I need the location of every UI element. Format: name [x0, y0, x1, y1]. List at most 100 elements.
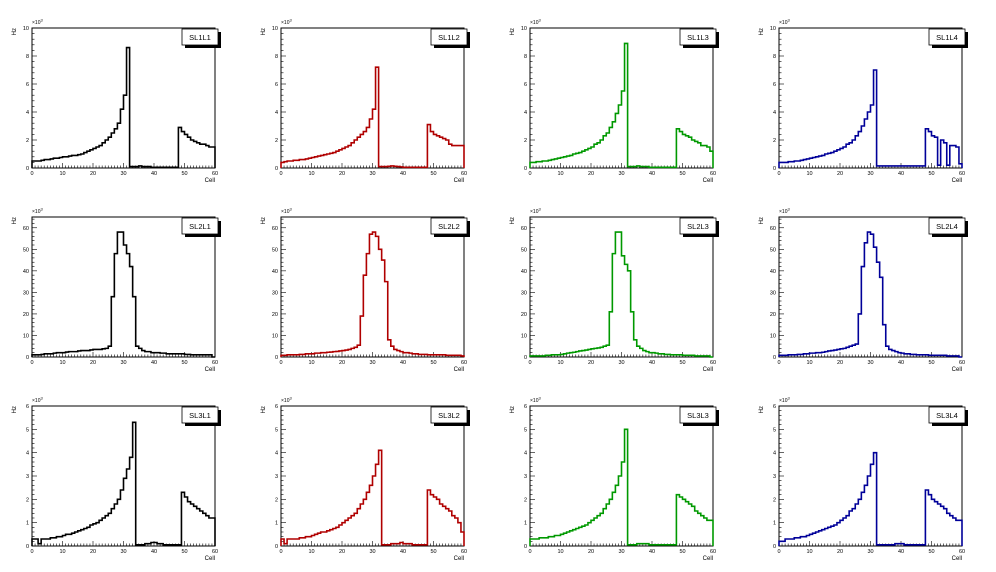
- x-tick-label: 50: [430, 171, 436, 177]
- y-exponent-base: ×10: [779, 20, 788, 26]
- x-tick-label: 20: [339, 549, 345, 555]
- y-tick-label: 60: [770, 226, 776, 232]
- y-exponent-label: ×103: [779, 18, 790, 27]
- y-axis-title: Hz: [510, 217, 516, 224]
- x-tick-label: 30: [120, 549, 126, 555]
- x-axis-title: Cell: [703, 367, 713, 373]
- y-tick-label: 0: [773, 544, 776, 550]
- x-axis-title: Cell: [205, 178, 215, 184]
- x-tick-label: 60: [212, 171, 218, 177]
- histogram-sl2l3: 0 10 20 30 40 50 60 0 10 20 30 40 50 60 ×103 Hz Cell SL2L…: [510, 207, 719, 373]
- y-tick-label: 6: [26, 404, 29, 410]
- y-tick-label: 4: [773, 451, 776, 457]
- x-tick-label: 50: [928, 171, 934, 177]
- y-tick-label: 50: [23, 247, 29, 253]
- y-tick-label: 3: [275, 474, 278, 480]
- x-tick-label: 0: [30, 171, 33, 177]
- y-tick-label: 60: [23, 226, 29, 232]
- y-exponent-base: ×10: [32, 20, 41, 26]
- y-tick-label: 2: [26, 497, 29, 503]
- x-axis-title: Cell: [952, 367, 962, 373]
- y-tick-label: 5: [26, 427, 29, 433]
- y-tick-label: 2: [26, 138, 29, 144]
- x-tick-label: 10: [59, 171, 65, 177]
- y-axis-title: Hz: [759, 406, 765, 413]
- y-tick-label: 1: [773, 521, 776, 527]
- histogram-line: [280, 449, 465, 546]
- y-tick-label: 6: [773, 82, 776, 88]
- title-box: [181, 217, 219, 235]
- x-tick-label: 20: [837, 171, 843, 177]
- y-tick-label: 5: [773, 427, 776, 433]
- y-exponent-base: ×10: [779, 398, 788, 404]
- y-tick-label: 10: [23, 333, 29, 339]
- y-tick-label: 6: [773, 404, 776, 410]
- y-axis-title: Hz: [510, 28, 516, 35]
- y-tick-label: 0: [524, 355, 527, 361]
- plot-frame: [778, 216, 963, 358]
- title-box: [679, 406, 717, 424]
- x-tick-label: 10: [59, 549, 65, 555]
- y-exponent-base: ×10: [281, 209, 290, 215]
- x-tick-label: 30: [618, 360, 624, 366]
- x-tick-label: 20: [588, 360, 594, 366]
- y-tick-label: 50: [521, 247, 527, 253]
- y-axis-title: Hz: [759, 28, 765, 35]
- y-exponent-label: ×103: [779, 396, 790, 405]
- y-tick-label: 20: [521, 312, 527, 318]
- y-tick-label: 50: [272, 247, 278, 253]
- y-axis-title: Hz: [12, 217, 18, 224]
- x-tick-label: 10: [806, 360, 812, 366]
- x-tick-label: 60: [212, 360, 218, 366]
- x-tick-label: 20: [837, 360, 843, 366]
- y-tick-label: 0: [773, 355, 776, 361]
- y-exponent-label: ×103: [281, 207, 292, 216]
- y-exponent-base: ×10: [530, 398, 539, 404]
- x-tick-label: 20: [90, 549, 96, 555]
- x-tick-label: 50: [928, 549, 934, 555]
- x-tick-label: 50: [430, 360, 436, 366]
- x-tick-label: 30: [369, 360, 375, 366]
- title-box: [928, 217, 966, 235]
- x-tick-label: 50: [181, 549, 187, 555]
- title-box: [430, 28, 468, 46]
- histogram-line: [778, 451, 963, 546]
- y-exponent-power: 3: [40, 207, 43, 212]
- y-tick-label: 4: [524, 451, 527, 457]
- x-tick-label: 20: [837, 549, 843, 555]
- y-tick-label: 20: [23, 312, 29, 318]
- x-tick-label: 40: [400, 360, 406, 366]
- x-tick-label: 20: [90, 171, 96, 177]
- y-tick-label: 6: [524, 404, 527, 410]
- histogram-line: [529, 428, 714, 546]
- y-tick-label: 6: [26, 82, 29, 88]
- x-axis-title: Cell: [703, 178, 713, 184]
- y-tick-label: 30: [23, 290, 29, 296]
- x-axis-title: Cell: [703, 556, 713, 562]
- y-tick-label: 2: [773, 138, 776, 144]
- y-tick-label: 10: [272, 333, 278, 339]
- y-tick-label: 40: [272, 269, 278, 275]
- histogram-line: [529, 42, 714, 169]
- histogram-line: [778, 231, 962, 358]
- y-exponent-power: 3: [40, 18, 43, 23]
- y-tick-label: 40: [770, 269, 776, 275]
- plot-frame: [778, 27, 963, 169]
- title-box: [430, 406, 468, 424]
- x-tick-label: 0: [528, 549, 531, 555]
- y-tick-label: 0: [26, 355, 29, 361]
- y-tick-label: 2: [773, 497, 776, 503]
- x-tick-label: 10: [59, 360, 65, 366]
- y-exponent-power: 3: [787, 207, 790, 212]
- y-exponent-label: ×103: [32, 18, 43, 27]
- y-tick-label: 2: [275, 138, 278, 144]
- x-tick-label: 10: [806, 549, 812, 555]
- histogram-sl2l2: 0 10 20 30 40 50 60 0 10 20 30 40 50 60 ×103 Hz Cell SL2L…: [261, 207, 470, 373]
- x-tick-label: 10: [308, 549, 314, 555]
